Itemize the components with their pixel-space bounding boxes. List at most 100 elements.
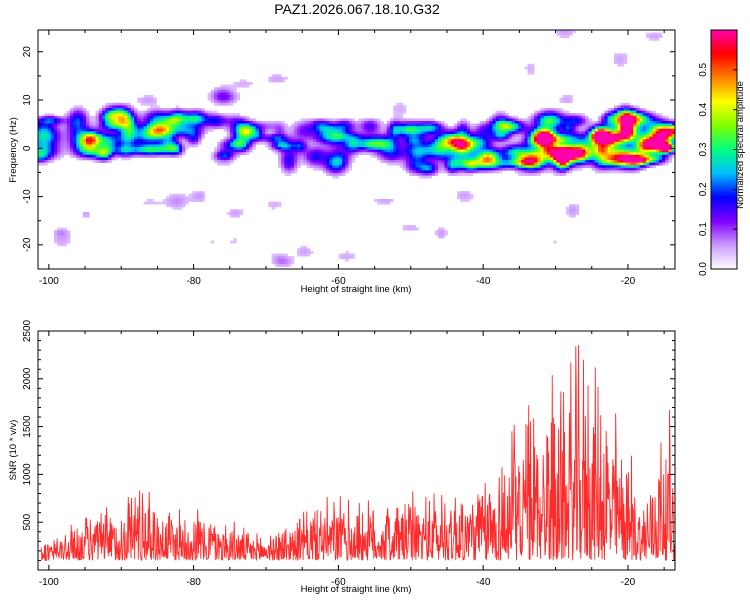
heatmap-cell [252,141,256,145]
heatmap-cell [431,170,436,174]
heatmap-cell [633,128,637,132]
heatmap-cell [310,134,314,137]
heatmap-cell [271,141,276,145]
heatmap-cell [172,115,176,119]
heatmap-cell [438,160,442,163]
heatmap-cell [220,115,224,119]
heatmap-cell [98,121,103,124]
heatmap-cell [114,131,119,135]
heatmap-cell [559,149,564,153]
heatmap-cell [418,147,423,150]
heatmap-cell [329,126,333,130]
heatmap-cell [393,113,397,117]
heatmap-cell [569,32,573,36]
heatmap-cell [466,191,471,195]
heatmap-cell [306,141,311,145]
heatmap-cell [495,165,500,169]
heatmap-cell [338,167,343,171]
heatmap-cell [281,126,285,130]
heatmap-cell [649,157,653,161]
heatmap-cell [226,115,231,119]
heatmap-cell [137,136,141,140]
heatmap-cell [102,149,106,153]
heatmap-cell [492,136,496,140]
heatmap-cell [169,141,173,145]
heatmap-cell [438,126,442,130]
heatmap-cell [54,121,58,124]
heatmap-cell [639,165,644,169]
heatmap-cell [95,118,100,122]
heatmap-cell [114,115,119,119]
heatmap-cell [617,113,621,117]
heatmap-cell [540,152,544,156]
heatmap-cell [146,115,151,119]
heatmap-cell [550,121,554,124]
heatmap-cell [92,123,96,127]
heatmap-cell [431,121,436,124]
heatmap-cell [550,118,554,122]
heatmap-cell [114,118,119,122]
heatmap-cell [505,162,509,166]
heatmap-cell [217,102,221,106]
heatmap-cell [550,131,554,135]
heatmap-cell [178,134,183,137]
heatmap-cell [431,173,436,176]
heatmap-cell [495,118,500,122]
heatmap-cell [79,141,84,145]
heatmap-cell [553,121,557,124]
heatmap-cell [463,173,468,176]
snr-x-label: Height of straight line (km) [301,584,412,595]
heatmap-cell [76,144,80,148]
heatmap-cell [620,56,624,59]
heatmap-cell [428,154,432,158]
heatmap-cell [610,149,615,153]
heatmap-cell [233,141,237,145]
heatmap-cell [572,147,576,150]
heatmap-cell [76,139,80,143]
heatmap-cell [604,118,608,122]
heatmap-cell [351,144,356,148]
heatmap-cell [566,154,570,158]
heatmap-cell [652,131,656,135]
heatmap-cell [214,92,218,96]
heatmap-cell [409,160,413,163]
heatmap-cell [386,152,391,156]
heatmap-cell [335,170,340,174]
heatmap-cell [95,147,100,150]
heatmap-cell [444,136,448,140]
heatmap-cell [495,144,500,148]
heatmap-cell [546,147,551,150]
heatmap-cell [623,115,628,119]
heatmap-cell [636,123,640,127]
heatmap-cell [188,196,192,200]
heatmap-cell [201,115,205,119]
heatmap-cell [460,165,464,169]
heatmap-cell [124,126,128,130]
heatmap-cell [620,105,624,109]
heatmap-cell [473,162,477,166]
heatmap-cell [374,121,378,124]
heatmap-cell [668,149,672,153]
heatmap-cell [246,149,250,153]
heatmap-cell [447,154,452,158]
heatmap-cell [246,134,250,137]
heatmap-cell [226,160,231,163]
heatmap-cell [585,152,589,156]
heatmap-cell [338,131,343,135]
heatmap-cell [271,134,276,137]
heatmap-cell [610,118,615,122]
heatmap-cell [41,157,45,161]
heatmap-cell [223,100,228,104]
heatmap-cell [562,154,567,158]
heatmap-cell [450,157,455,161]
heatmap-cell [556,110,560,114]
heatmap-cell [489,128,493,132]
heatmap-cell [281,149,285,153]
heatmap-cell [575,204,580,208]
heatmap-cell [441,235,445,239]
heatmap-cell [162,199,167,202]
heatmap-cell [338,154,343,158]
heatmap-cell [649,32,653,36]
heatmap-cell [185,108,189,111]
heatmap-cell [626,121,631,124]
